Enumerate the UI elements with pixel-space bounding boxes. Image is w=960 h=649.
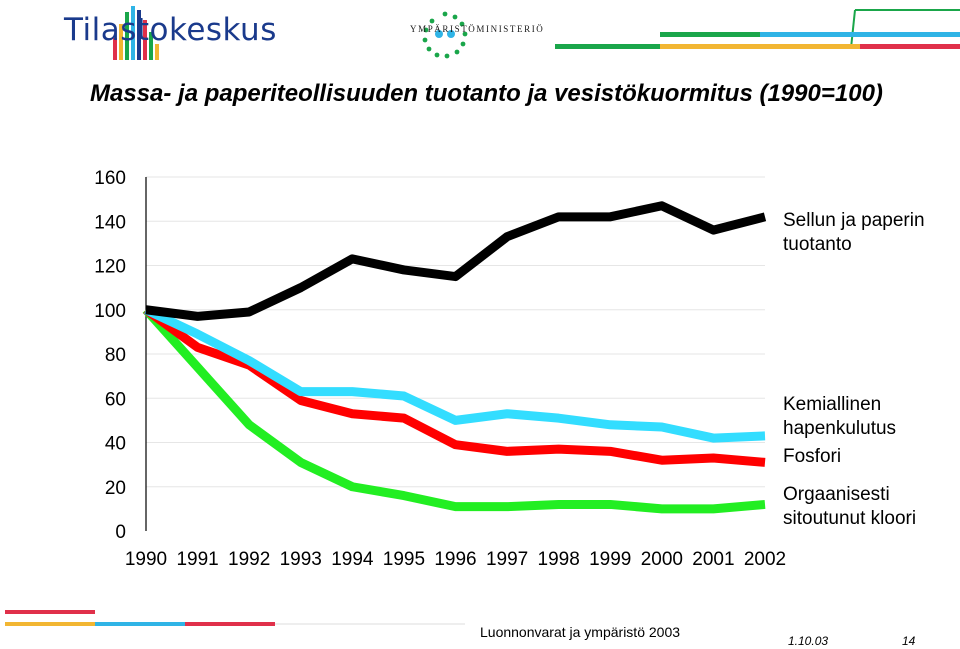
y-tick-label: 20 [105, 478, 126, 499]
y-tick-label: 140 [94, 212, 126, 233]
logo-text: Tilastokeskus [64, 12, 277, 48]
series-label: Kemiallinen [783, 394, 881, 415]
x-tick-label: 1992 [228, 549, 270, 570]
series-label: hapenkulutus [783, 418, 896, 439]
series-label: Fosfori [783, 446, 841, 467]
x-tick-label: 1991 [176, 549, 218, 570]
x-tick-label: 2001 [692, 549, 734, 570]
x-tick-label: 1999 [589, 549, 631, 570]
x-tick-label: 2002 [744, 549, 786, 570]
series-line [143, 306, 766, 467]
footer-source: Luonnonvarat ja ympäristö 2003 [480, 624, 681, 640]
x-axis-ticks: 1990 1991 1992 1993 1994 1995 1996 1997 1998 1999… [125, 549, 786, 570]
y-tick-label: 60 [105, 389, 126, 410]
x-tick-label: 1990 [125, 549, 167, 570]
x-tick-label: 1998 [538, 549, 580, 570]
x-tick-label: 2000 [641, 549, 683, 570]
y-tick-label: 80 [105, 345, 126, 366]
y-tick-label: 120 [94, 257, 126, 278]
y-tick-label: 0 [115, 522, 126, 543]
series-label: tuotanto [783, 234, 852, 255]
x-tick-label: 1995 [383, 549, 425, 570]
chart-title: Massa- ja paperiteollisuuden tuotanto ja… [90, 80, 883, 107]
tilastokeskus-logo [113, 6, 159, 60]
y-tick-label: 160 [94, 168, 126, 189]
y-tick-label: 100 [94, 301, 126, 322]
series-labels: Sellun ja paperin tuotanto Kemiallinen hape… [783, 210, 925, 529]
series-label: Orgaanisesti [783, 484, 890, 505]
x-tick-label: 1996 [434, 549, 476, 570]
x-tick-label: 1997 [486, 549, 528, 570]
footer-stripes [5, 610, 465, 626]
y-tick-label: 40 [105, 434, 126, 455]
series-label: sitoutunut kloori [783, 508, 916, 529]
series-line [145, 201, 767, 321]
ministry-logo [422, 11, 468, 59]
ministry-name: YMPÄRISTÖMINISTERIÖ [410, 24, 545, 34]
footer-date: 1.10.03 [788, 634, 829, 648]
page-number: 14 [902, 634, 916, 648]
y-axis-ticks: 0 20 40 60 80 100 120 140 160 [94, 168, 126, 543]
x-tick-label: 1993 [280, 549, 322, 570]
series-label: Sellun ja paperin [783, 210, 925, 231]
series-lines [142, 201, 767, 514]
header-stripes [555, 9, 960, 49]
x-tick-label: 1994 [331, 549, 374, 570]
series-line [142, 306, 766, 514]
series-line [144, 305, 766, 443]
grid-lines [146, 176, 765, 488]
